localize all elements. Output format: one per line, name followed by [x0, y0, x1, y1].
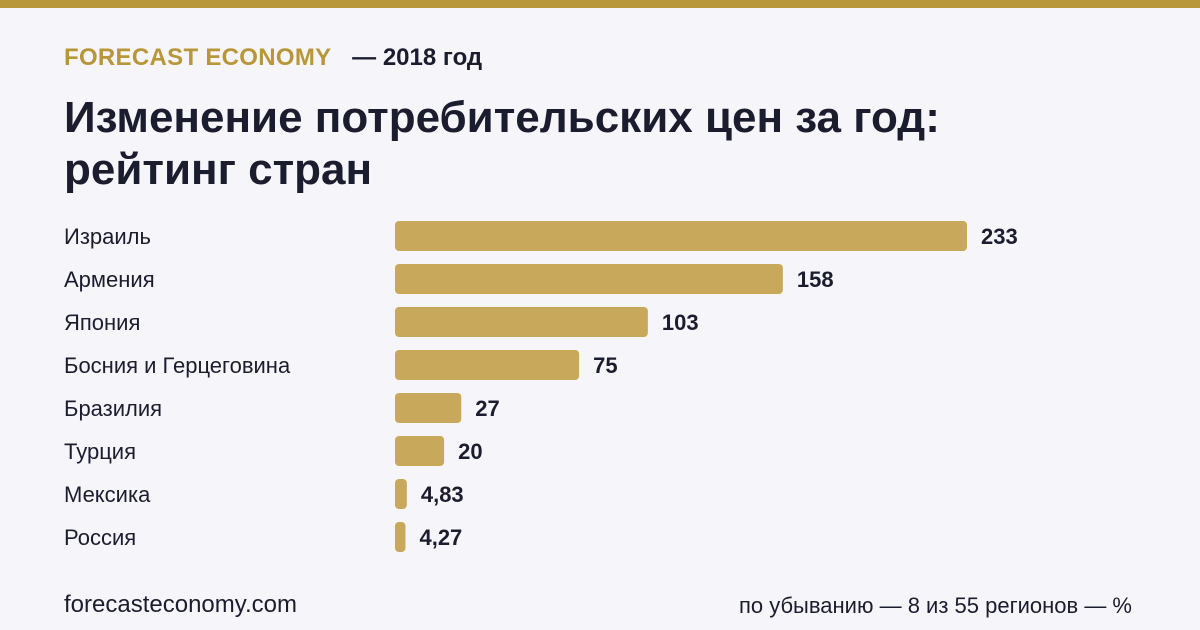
bar-chart: Израиль 233 Армения 158 Япония 103 Босния и Ге…	[64, 221, 1018, 552]
bar	[395, 264, 783, 294]
category-label: Армения	[64, 267, 155, 292]
chart-title: Изменение потребительских цен за год: ре…	[64, 93, 940, 194]
category-label: Турция	[64, 439, 136, 464]
value-label: 103	[662, 310, 699, 335]
bar	[395, 436, 445, 466]
value-label: 4,83	[421, 482, 464, 507]
top-accent-bar	[0, 0, 1200, 8]
header: FORECAST ECONOMY — 2018 год	[64, 44, 482, 72]
bar	[395, 479, 407, 509]
value-label: 158	[797, 267, 834, 292]
bar	[395, 393, 462, 423]
category-label: Россия	[64, 525, 136, 550]
brand-name: FORECAST ECONOMY	[64, 44, 332, 71]
category-label: Босния и Герцеговина	[64, 353, 291, 378]
category-label: Бразилия	[64, 396, 162, 421]
value-label: 20	[458, 439, 482, 464]
period-label: — 2018 год	[352, 44, 483, 71]
bar	[395, 221, 967, 251]
source-label: forecasteconomy.com	[64, 591, 297, 618]
category-label: Израиль	[64, 224, 151, 249]
bar	[395, 522, 406, 552]
bar	[395, 307, 648, 337]
value-label: 233	[981, 224, 1018, 249]
value-label: 4,27	[419, 525, 462, 550]
value-label: 27	[475, 396, 499, 421]
value-label: 75	[593, 353, 617, 378]
category-label: Мексика	[64, 482, 151, 507]
footnote: по убыванию — 8 из 55 регионов — %	[738, 593, 1132, 618]
category-label: Япония	[64, 310, 140, 335]
bar	[395, 350, 580, 380]
